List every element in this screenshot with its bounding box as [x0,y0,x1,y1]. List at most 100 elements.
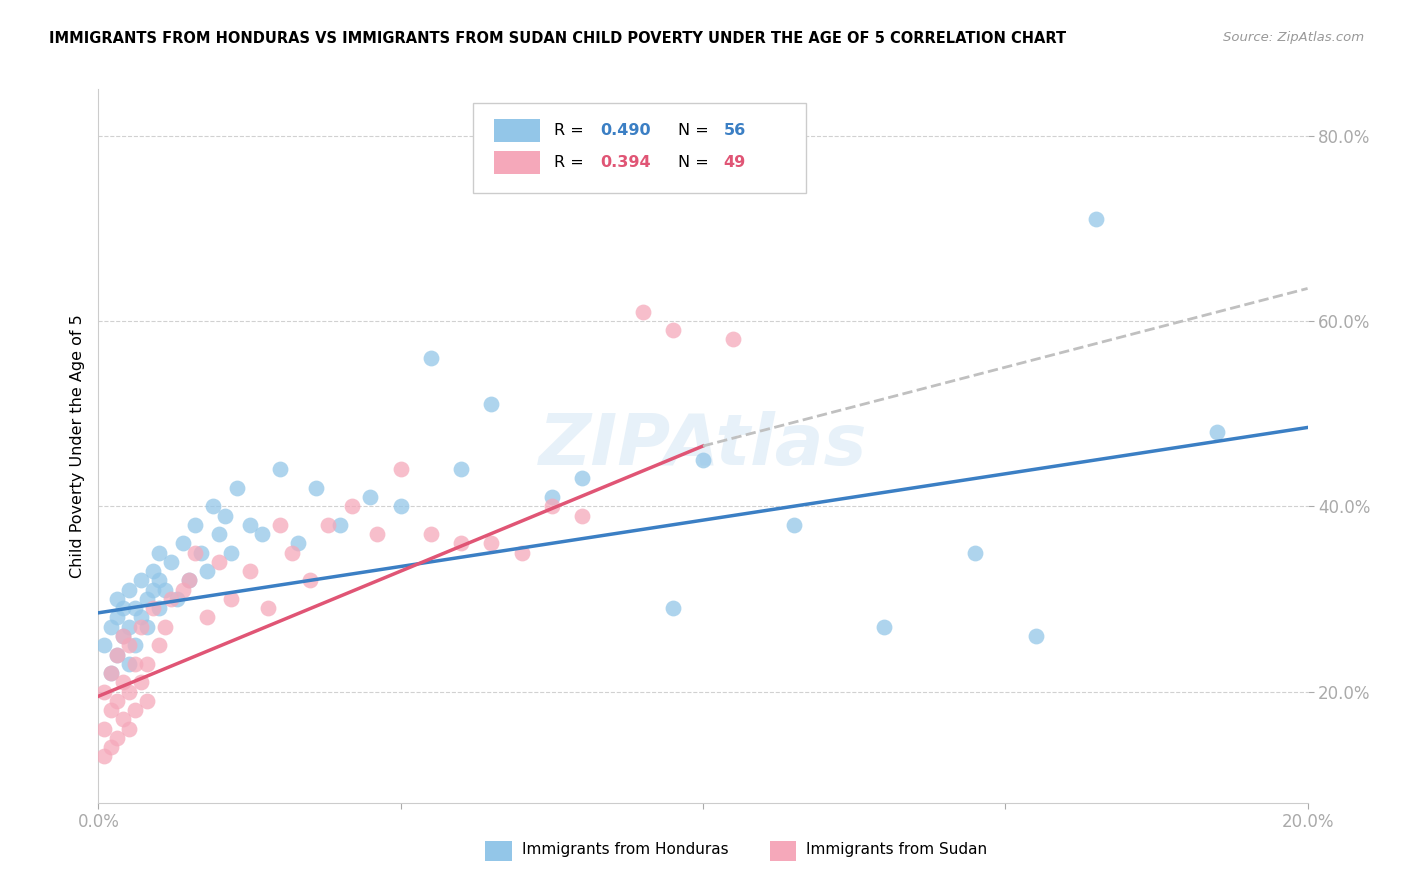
Point [873,620,896,634]
Point [100,666,122,681]
Point [250,527,273,541]
Point [118,722,141,736]
Text: 0.394: 0.394 [600,155,651,170]
Point [160,591,183,606]
Text: R =: R = [554,155,589,170]
Point [195,610,218,624]
Point [305,481,328,495]
Point [172,536,194,550]
Point [118,684,141,698]
Point [366,527,388,541]
Point [420,527,443,541]
Point [329,517,352,532]
Point [420,351,443,365]
Point [142,564,165,578]
Point [129,610,152,624]
Point [179,574,201,588]
Point [124,657,146,671]
Point [148,638,170,652]
Y-axis label: Child Poverty Under the Age of 5: Child Poverty Under the Age of 5 [69,314,84,578]
Point [118,620,141,634]
Point [389,462,412,476]
Point [389,500,412,514]
Point [148,574,170,588]
Point [118,638,141,652]
Text: R =: R = [554,123,589,138]
Point [166,591,188,606]
Text: Immigrants from Honduras: Immigrants from Honduras [522,842,728,856]
Point [153,582,176,597]
Point [129,574,152,588]
Point [661,601,683,615]
Point [287,536,309,550]
Point [100,703,122,717]
Point [783,517,806,532]
Point [226,481,249,495]
Text: Immigrants from Sudan: Immigrants from Sudan [806,842,987,856]
Point [299,574,322,588]
Point [135,657,157,671]
Bar [494,152,540,174]
Point [239,564,262,578]
Text: 49: 49 [724,155,745,170]
Point [1085,211,1108,226]
Point [481,397,503,411]
Point [105,731,128,745]
Point [124,638,146,652]
FancyBboxPatch shape [474,103,806,193]
Point [105,591,128,606]
Point [105,648,128,662]
Text: 0.490: 0.490 [600,123,651,138]
Text: N =: N = [678,123,713,138]
Point [142,601,165,615]
Point [450,462,472,476]
Point [184,545,207,559]
Point [195,564,218,578]
Point [631,304,654,318]
Point [129,620,152,634]
Point [93,638,115,652]
Point [184,517,207,532]
Bar [485,840,512,861]
Point [124,703,146,717]
Point [93,684,115,698]
Point [202,500,225,514]
Point [269,462,291,476]
Point [142,582,165,597]
Point [111,675,134,690]
Point [239,517,262,532]
Point [160,555,183,569]
Text: Source: ZipAtlas.com: Source: ZipAtlas.com [1223,31,1364,45]
Point [281,545,304,559]
Point [221,545,243,559]
Point [221,591,243,606]
Point [148,545,170,559]
Point [661,323,683,337]
Point [93,722,115,736]
Point [135,694,157,708]
Bar [494,120,540,142]
Text: N =: N = [678,155,713,170]
Point [1024,629,1046,643]
Point [269,517,291,532]
Point [692,453,714,467]
Bar [769,840,796,861]
Point [111,629,134,643]
Point [1206,425,1229,439]
Point [105,610,128,624]
Point [208,555,231,569]
Point [190,545,212,559]
Point [256,601,278,615]
Point [153,620,176,634]
Point [100,620,122,634]
Text: 56: 56 [724,123,745,138]
Point [129,675,152,690]
Point [100,740,122,755]
Text: ZIPAtlas: ZIPAtlas [538,411,868,481]
Point [135,620,157,634]
Point [172,582,194,597]
Point [481,536,503,550]
Point [208,527,231,541]
Point [105,648,128,662]
Point [111,601,134,615]
